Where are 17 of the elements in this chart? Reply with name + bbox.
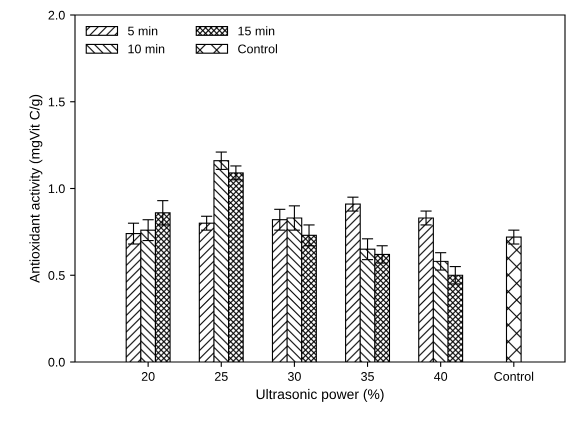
x-tick-label: 20 xyxy=(142,372,155,381)
legend-label: Control xyxy=(238,44,277,54)
x-tick-label: 40 xyxy=(434,372,448,381)
legend-label: 5 min xyxy=(128,26,158,36)
y-tick-label: 0.0 xyxy=(48,358,65,367)
legend-label: 15 min xyxy=(238,26,274,36)
x-tick-label: 30 xyxy=(288,372,301,381)
y-axis-title: Antioxidant activity (mgVit C/g) xyxy=(29,94,42,283)
x-tick-label: 35 xyxy=(361,372,374,381)
x-tick-label: Control xyxy=(494,372,534,381)
y-tick-label: 1.0 xyxy=(48,184,65,194)
y-tick-label: 2.0 xyxy=(48,10,65,20)
x-tick-label: 25 xyxy=(214,372,228,381)
y-tick-label: 1.5 xyxy=(48,98,65,106)
y-tick-label: 0.5 xyxy=(48,271,65,280)
x-axis-title: Ultrasonic power (%) xyxy=(256,388,384,402)
legend-label: 10 min xyxy=(128,44,164,54)
